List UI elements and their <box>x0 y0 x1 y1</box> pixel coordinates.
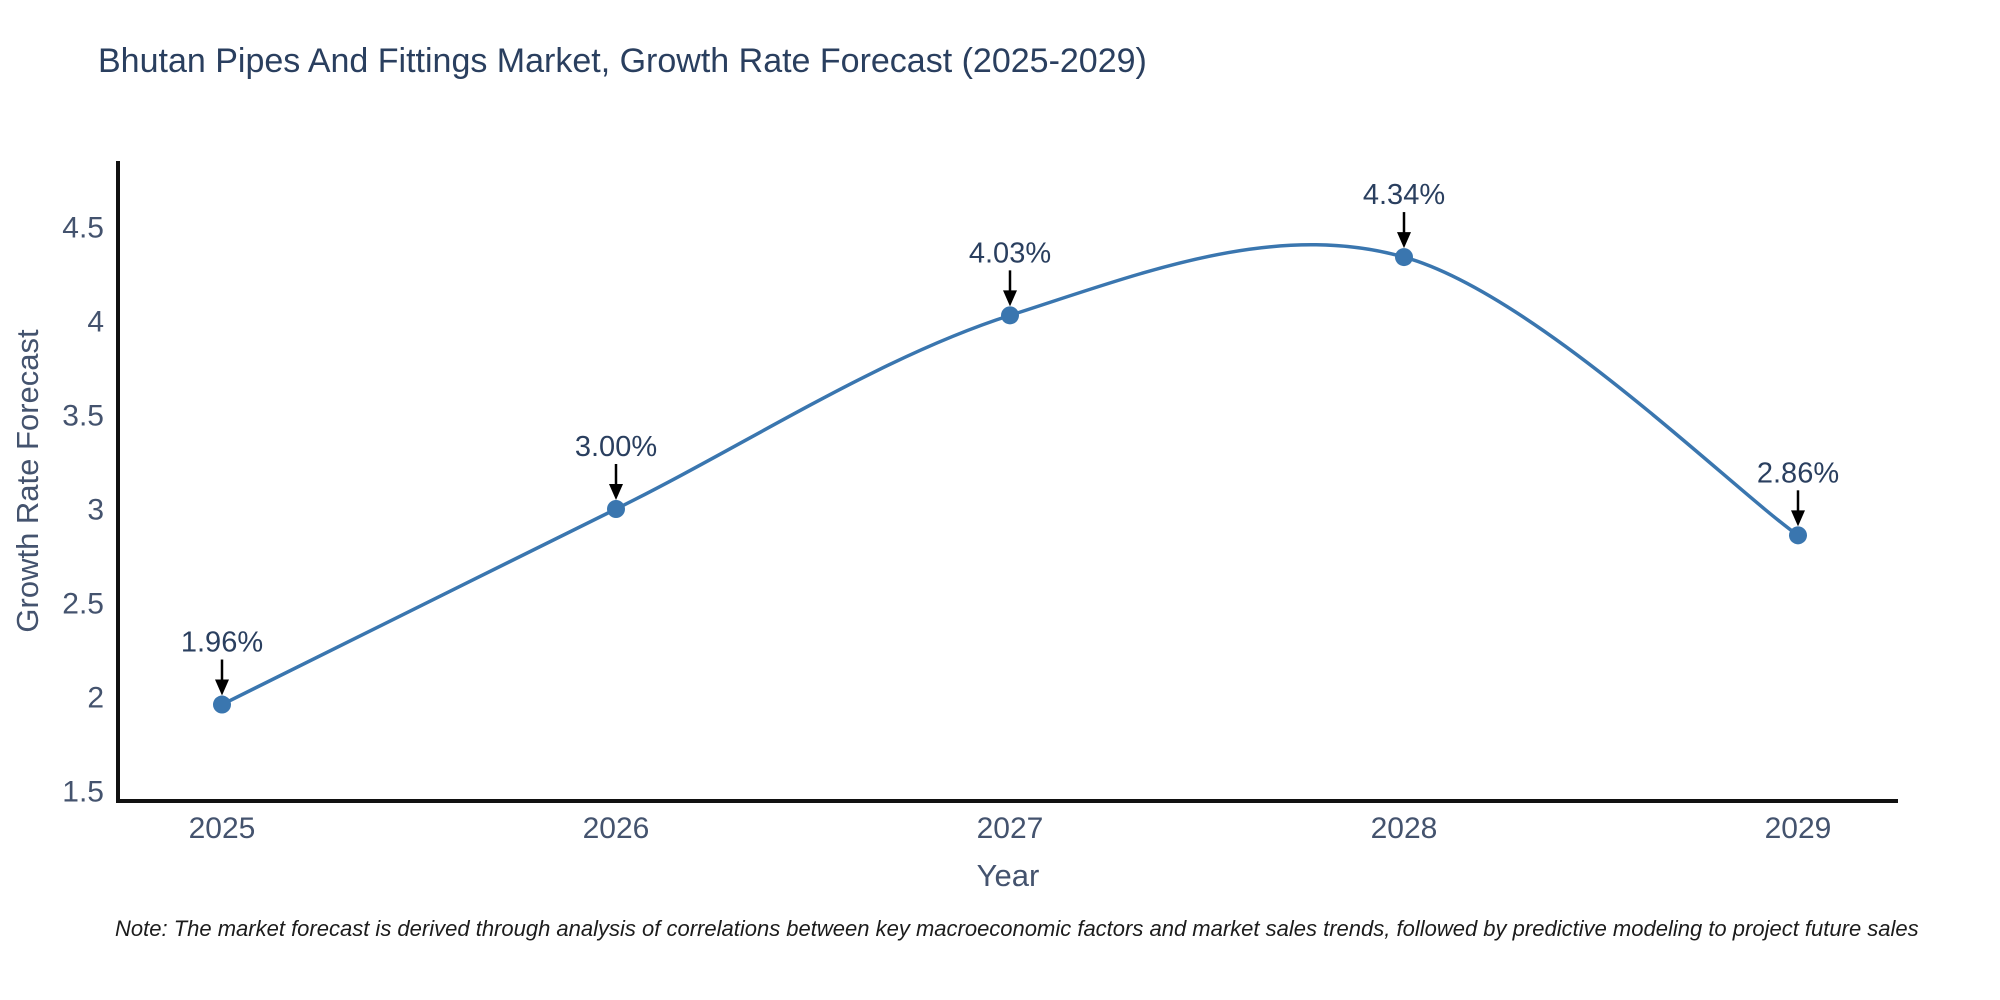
y-tick-label: 1.5 <box>62 776 104 809</box>
data-point-marker <box>607 500 625 518</box>
y-tick-labels: 1.5 2 2.5 3 3.5 4 4.5 <box>62 212 104 809</box>
data-label: 3.00% <box>575 431 657 463</box>
x-axis-title: Year <box>977 858 1040 893</box>
data-label: 2.86% <box>1757 457 1839 489</box>
annotation-arrowhead-icon <box>215 679 229 696</box>
data-label: 4.34% <box>1363 179 1445 211</box>
y-tick-label: 3.5 <box>62 400 104 433</box>
data-point-marker <box>213 695 231 714</box>
x-tick-labels: 2025 2026 2027 2028 2029 <box>189 812 1832 845</box>
chart-title: Bhutan Pipes And Fittings Market, Growth… <box>98 42 1147 80</box>
y-tick-label: 4 <box>87 306 104 339</box>
data-point-annotations: 1.96% 3.00% 4.03% 4.34% 2.86% <box>181 179 1839 696</box>
chart-note: Note: The market forecast is derived thr… <box>115 916 1919 941</box>
data-point-marker <box>1789 526 1807 545</box>
data-label: 1.96% <box>181 627 263 659</box>
y-tick-label: 2 <box>87 682 104 715</box>
y-tick-label: 3 <box>87 494 104 527</box>
data-point-marker <box>1395 248 1413 267</box>
x-tick-label: 2026 <box>583 812 650 845</box>
x-tick-label: 2027 <box>977 812 1044 845</box>
annotation-arrowhead-icon <box>1003 290 1017 307</box>
x-tick-label: 2025 <box>189 812 256 845</box>
y-tick-label: 4.5 <box>62 212 104 245</box>
x-tick-label: 2029 <box>1765 812 1832 845</box>
data-label: 4.03% <box>969 237 1051 269</box>
data-point-markers <box>213 248 1807 714</box>
data-point-marker <box>1001 306 1019 325</box>
y-axis-title: Growth Rate Forecast <box>10 329 45 633</box>
annotation-arrowhead-icon <box>609 484 623 500</box>
annotation-arrowhead-icon <box>1397 232 1411 249</box>
x-tick-label: 2028 <box>1371 812 1438 845</box>
annotation-arrowhead-icon <box>1791 510 1805 527</box>
y-tick-label: 2.5 <box>62 588 104 621</box>
